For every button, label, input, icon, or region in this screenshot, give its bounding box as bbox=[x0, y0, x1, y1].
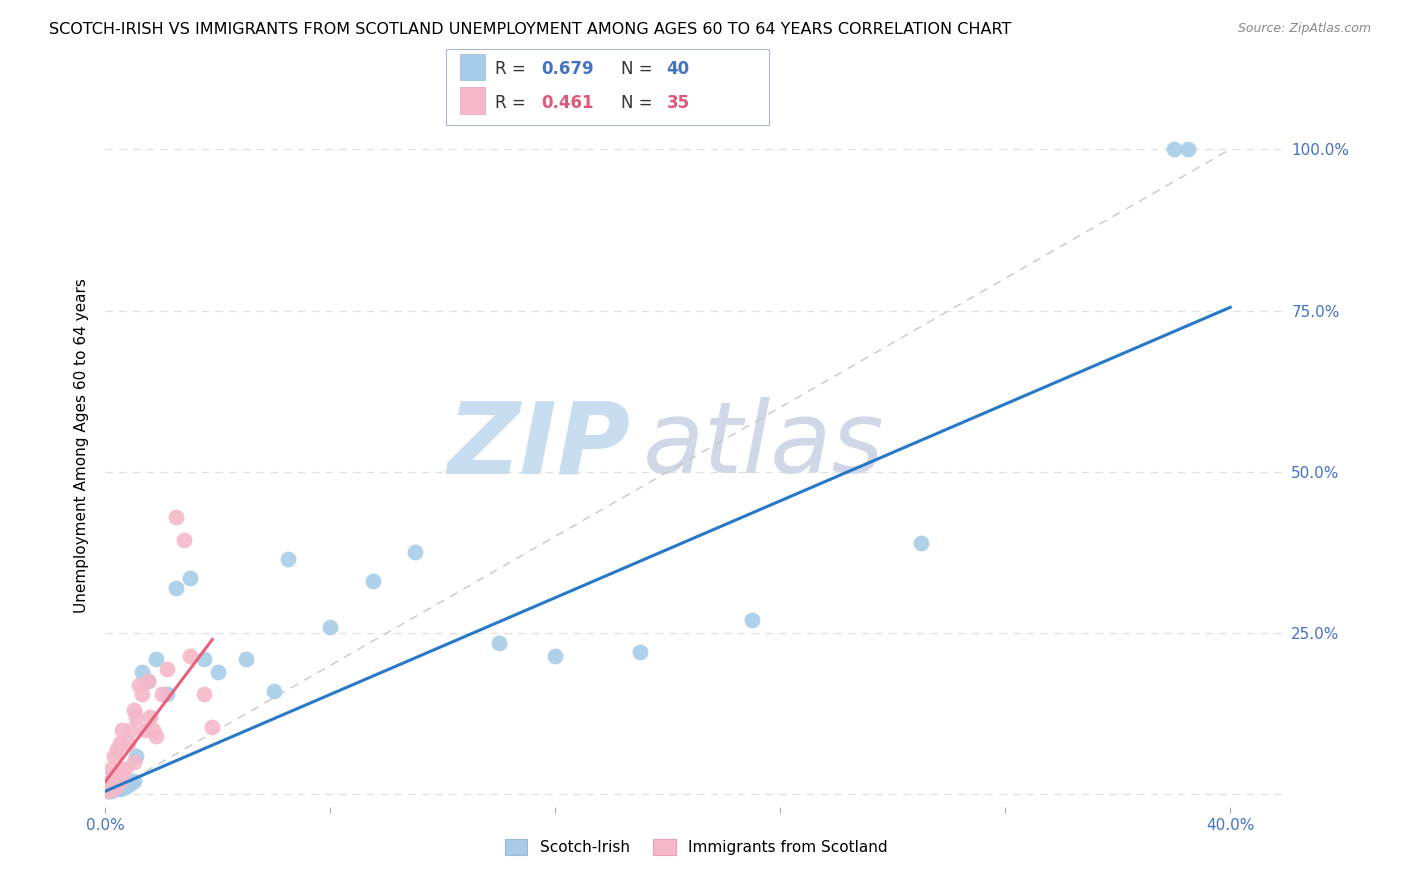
Point bbox=[404, 545, 426, 559]
Point bbox=[108, 774, 131, 789]
Point bbox=[156, 662, 179, 676]
Point bbox=[741, 613, 763, 627]
Point bbox=[134, 723, 156, 737]
Point bbox=[235, 652, 257, 666]
Point bbox=[103, 780, 125, 795]
Text: 35: 35 bbox=[666, 94, 689, 112]
Point bbox=[117, 778, 139, 792]
Point bbox=[156, 687, 179, 701]
Legend: Scotch-Irish, Immigrants from Scotland: Scotch-Irish, Immigrants from Scotland bbox=[499, 833, 893, 861]
Point bbox=[131, 687, 153, 701]
Point bbox=[103, 748, 125, 763]
Point bbox=[100, 780, 122, 795]
Point bbox=[111, 768, 134, 782]
Point bbox=[108, 782, 131, 797]
Text: R =: R = bbox=[495, 60, 531, 78]
Point bbox=[111, 780, 134, 795]
Point bbox=[125, 710, 148, 724]
Point bbox=[263, 684, 285, 698]
Text: ZIP: ZIP bbox=[449, 398, 631, 494]
Point bbox=[103, 780, 125, 794]
Point bbox=[125, 748, 148, 763]
Point bbox=[122, 774, 145, 789]
Text: SCOTCH-IRISH VS IMMIGRANTS FROM SCOTLAND UNEMPLOYMENT AMONG AGES 60 TO 64 YEARS : SCOTCH-IRISH VS IMMIGRANTS FROM SCOTLAND… bbox=[49, 22, 1011, 37]
Point bbox=[97, 780, 120, 795]
Text: N =: N = bbox=[621, 94, 658, 112]
Point bbox=[628, 645, 651, 659]
Point bbox=[114, 762, 136, 776]
Point bbox=[201, 720, 224, 734]
Point bbox=[179, 571, 201, 585]
Point bbox=[100, 784, 122, 798]
Point bbox=[103, 768, 125, 782]
Point bbox=[136, 674, 159, 689]
Text: Source: ZipAtlas.com: Source: ZipAtlas.com bbox=[1237, 22, 1371, 36]
Text: 0.679: 0.679 bbox=[541, 60, 593, 78]
Point bbox=[105, 771, 128, 785]
Text: 40: 40 bbox=[666, 60, 689, 78]
Point bbox=[105, 778, 128, 792]
Point bbox=[319, 620, 342, 634]
Point bbox=[136, 674, 159, 689]
Point bbox=[179, 648, 201, 663]
Point bbox=[488, 636, 510, 650]
Point bbox=[120, 723, 142, 737]
Point bbox=[193, 687, 215, 701]
Point bbox=[122, 755, 145, 769]
Point bbox=[117, 736, 139, 750]
Point bbox=[145, 652, 167, 666]
Y-axis label: Unemployment Among Ages 60 to 64 years: Unemployment Among Ages 60 to 64 years bbox=[75, 278, 90, 614]
Text: N =: N = bbox=[621, 60, 658, 78]
Point bbox=[105, 780, 128, 795]
Point bbox=[97, 784, 120, 798]
Point bbox=[100, 762, 122, 776]
Point bbox=[105, 742, 128, 756]
Point bbox=[97, 784, 120, 798]
Point bbox=[97, 778, 120, 792]
Point bbox=[105, 778, 128, 792]
Point bbox=[150, 687, 173, 701]
Point bbox=[207, 665, 229, 679]
Point bbox=[142, 723, 165, 737]
Point bbox=[165, 510, 187, 524]
Point bbox=[910, 535, 932, 549]
Point bbox=[103, 776, 125, 790]
Point bbox=[1177, 142, 1199, 156]
Point bbox=[128, 678, 150, 692]
Point bbox=[108, 736, 131, 750]
Point bbox=[111, 723, 134, 737]
Point bbox=[120, 776, 142, 790]
Point bbox=[114, 780, 136, 794]
Point bbox=[193, 652, 215, 666]
Point bbox=[173, 533, 195, 547]
Point bbox=[277, 552, 299, 566]
Point bbox=[103, 782, 125, 797]
Point bbox=[1163, 142, 1185, 156]
Text: 0.461: 0.461 bbox=[541, 94, 593, 112]
Point bbox=[122, 704, 145, 718]
Point bbox=[100, 782, 122, 797]
Point bbox=[108, 778, 131, 792]
Point bbox=[544, 648, 567, 663]
Point bbox=[145, 729, 167, 743]
Point bbox=[100, 774, 122, 789]
Point bbox=[139, 710, 162, 724]
Point bbox=[100, 774, 122, 789]
Point bbox=[165, 581, 187, 595]
Point bbox=[361, 574, 384, 589]
Point bbox=[131, 665, 153, 679]
Point bbox=[97, 778, 120, 792]
Text: R =: R = bbox=[495, 94, 531, 112]
Text: atlas: atlas bbox=[643, 398, 884, 494]
